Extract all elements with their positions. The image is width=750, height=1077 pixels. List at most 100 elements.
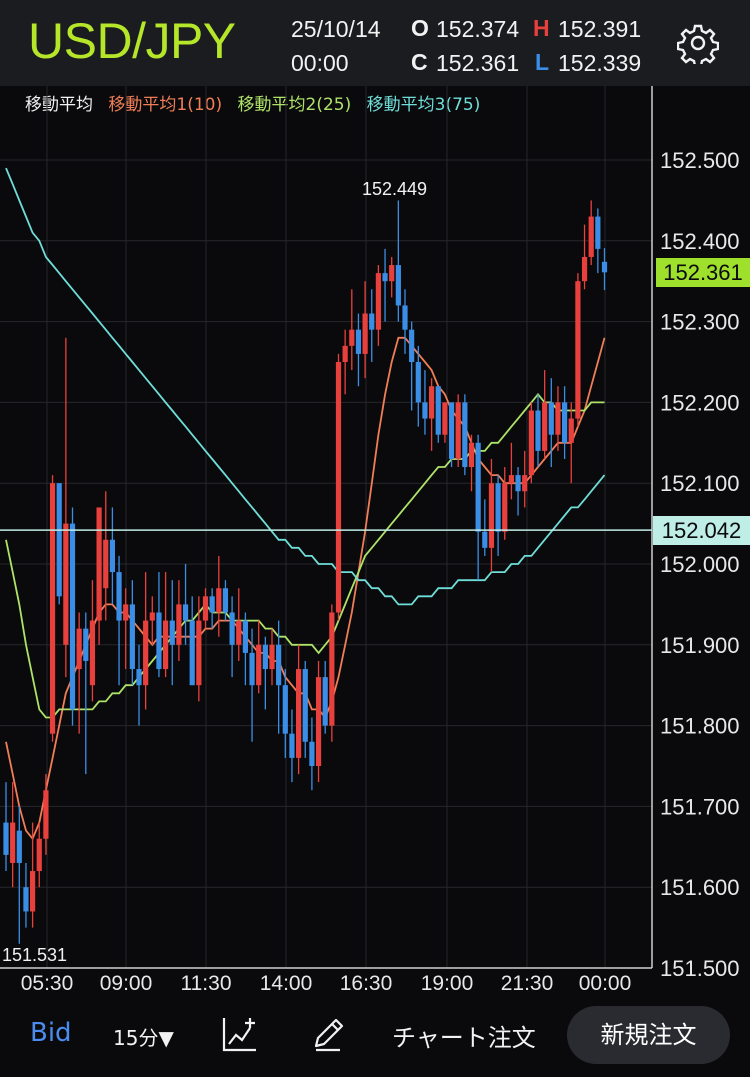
candle-body: [528, 410, 534, 476]
candle-body: [508, 475, 514, 484]
low-annotation: 151.531: [2, 945, 67, 965]
candle-body: [49, 483, 56, 734]
candle-body: [83, 628, 89, 661]
open-key: O: [411, 15, 429, 41]
bid-toggle[interactable]: Bid: [30, 1018, 72, 1048]
candle-body: [262, 644, 268, 670]
new-order-button[interactable]: 新規注文: [567, 1006, 730, 1064]
candle-body: [282, 685, 288, 734]
time-tick-label: 09:00: [100, 972, 153, 995]
candle-body: [216, 588, 222, 613]
last-price-tag: 152.361: [656, 258, 750, 287]
ma3-label[interactable]: 移動平均3(75): [366, 95, 481, 115]
close-value: 152.361: [436, 50, 520, 76]
candle-body: [249, 652, 255, 686]
candle-body: [502, 483, 508, 532]
ma-line-1: [5, 336, 606, 841]
candle-body: [581, 256, 588, 282]
candle-body: [269, 644, 275, 670]
candle-body: [176, 604, 182, 645]
high-key: H: [533, 15, 550, 41]
candle-body: [415, 362, 421, 403]
candle-body: [129, 604, 135, 670]
ma-legend: 移動平均 移動平均1(10) 移動平均2(25) 移動平均3(75): [25, 90, 490, 115]
symbol-label[interactable]: USD/JPY: [28, 13, 236, 69]
candle-body: [149, 612, 155, 621]
interval-selector[interactable]: 15分▼: [113, 1026, 174, 1050]
candle-body: [342, 345, 348, 362]
candle-body: [535, 410, 541, 451]
price-tick-label: 151.600: [660, 875, 740, 900]
candle-body: [362, 313, 368, 354]
candle-body: [568, 418, 574, 443]
candle-body: [548, 402, 554, 435]
candle-body: [23, 887, 29, 912]
time-tick-label: 16:30: [340, 972, 393, 995]
candle-body: [296, 669, 302, 758]
candle-body: [462, 402, 468, 468]
candle-body: [375, 273, 381, 330]
candle-body: [103, 539, 109, 589]
price-tick-label: 152.100: [660, 471, 740, 496]
candle-body: [309, 741, 315, 766]
candle-body: [3, 822, 9, 855]
time-tick-label: 19:00: [421, 972, 474, 995]
candle-body: [256, 644, 262, 686]
candle-body: [202, 596, 209, 621]
candle-body: [229, 612, 235, 645]
time-tick-label: 21:30: [501, 972, 554, 995]
ma1-label[interactable]: 移動平均1(10): [108, 95, 223, 115]
candle-body: [189, 620, 195, 686]
candle-body: [76, 628, 82, 670]
candle-body: [522, 475, 528, 492]
candle-body: [109, 539, 115, 573]
ma-line-2: [5, 392, 605, 719]
candle-body: [196, 620, 202, 686]
price-tick-label: 152.500: [660, 148, 740, 173]
candle-body: [36, 838, 42, 872]
candle-body: [542, 402, 548, 451]
candle-body: [116, 572, 122, 621]
candle-body: [382, 273, 388, 282]
candle-body: [56, 483, 62, 597]
candle-body: [588, 216, 594, 257]
candle-body: [222, 588, 229, 613]
candle-body: [448, 402, 455, 459]
candle-body: [475, 442, 481, 532]
low-value: 152.339: [558, 50, 642, 76]
candle-body: [43, 790, 49, 839]
candle-body: [429, 386, 435, 419]
candle-body: [395, 265, 401, 306]
candlestick-chart[interactable]: 152.500 152.400 152.300 152.200 152.100 152.0…: [0, 86, 750, 1000]
candle-body: [555, 402, 561, 435]
candle-body: [595, 216, 601, 249]
candle-body: [89, 620, 96, 686]
candle-body: [329, 612, 335, 726]
candle-body: [182, 604, 189, 621]
bottom-toolbar: Bid 15分▼ チャート注文 新規注文: [0, 1000, 750, 1077]
horizontal-line-price-tag[interactable]: 152.042: [653, 516, 750, 545]
candle-body: [442, 402, 448, 435]
chart-order-button[interactable]: チャート注文: [392, 1024, 536, 1052]
candle-body: [10, 822, 16, 863]
candle-body: [355, 329, 362, 354]
price-tick-label: 152.400: [660, 229, 740, 254]
price-tick-label: 151.700: [660, 794, 740, 819]
ma2-label[interactable]: 移動平均2(25): [237, 95, 352, 115]
candle-body: [389, 265, 395, 282]
settings-gear-icon[interactable]: [676, 22, 720, 68]
candle-body: [16, 830, 22, 863]
candle-body: [402, 305, 408, 330]
candle-body: [69, 523, 76, 710]
time-tick-label: 05:30: [21, 972, 74, 995]
indicator-chart-icon[interactable]: [220, 1014, 260, 1054]
candle-body: [96, 507, 102, 621]
time-tick-label: 11:30: [181, 972, 232, 995]
candle-body: [562, 402, 568, 443]
price-tick-label: 152.200: [660, 390, 740, 415]
pencil-draw-icon[interactable]: [308, 1014, 348, 1054]
candle-body: [276, 644, 282, 686]
candle-body: [435, 386, 441, 435]
candle-body: [349, 329, 355, 346]
candle-body: [455, 402, 461, 459]
